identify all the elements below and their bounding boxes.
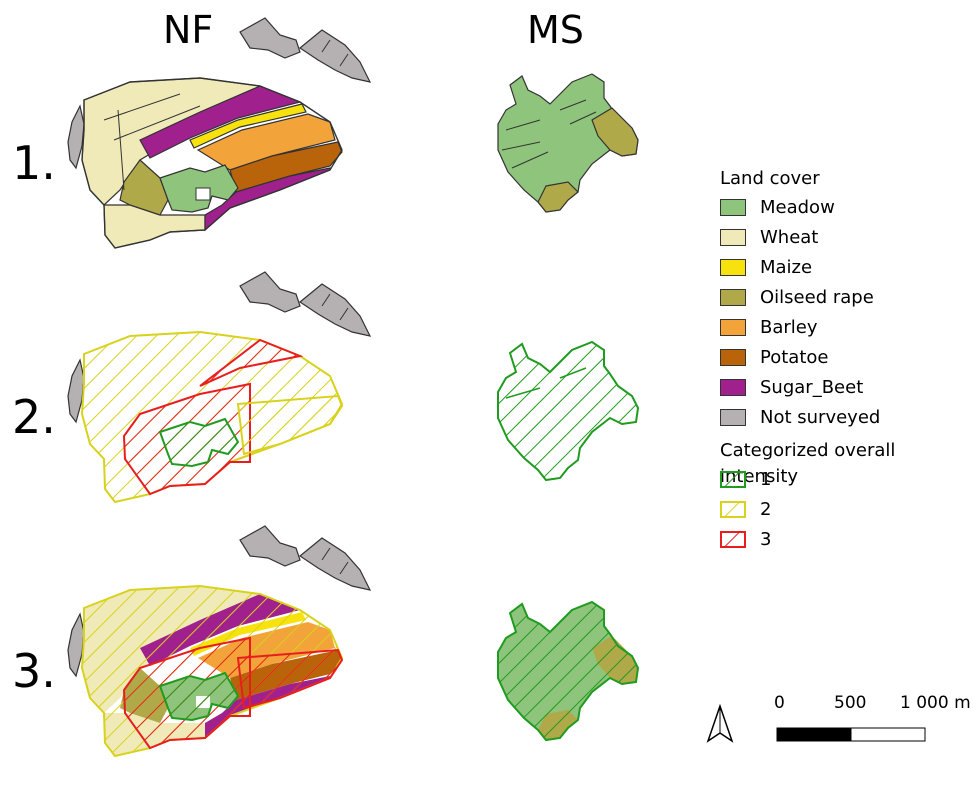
- nf-map-row-1: [67, 17, 371, 249]
- ms-map-row-2: [497, 341, 639, 481]
- legend-swatch: [720, 198, 746, 216]
- legend-label: Not surveyed: [760, 406, 881, 428]
- legend-hatch-swatch: [720, 500, 746, 518]
- legend-item-wheat: Wheat: [720, 222, 976, 252]
- ms-map-row-1: [497, 73, 639, 213]
- legend-swatch: [720, 288, 746, 306]
- legend-swatch: [720, 228, 746, 246]
- map-legend: Land cover Meadow Wheat Maize Oilseed ra…: [720, 166, 976, 554]
- legend-item-meadow: Meadow: [720, 192, 976, 222]
- legend-item-potatoe: Potatoe: [720, 342, 976, 372]
- legend-swatch: [720, 378, 746, 396]
- north-arrow-icon: [706, 703, 734, 743]
- legend-swatch: [720, 408, 746, 426]
- legend-label: Wheat: [760, 226, 819, 248]
- legend-hatch-swatch: [720, 470, 746, 488]
- scale-label-0: 0: [774, 693, 785, 713]
- legend-item-intensity-1: 1: [720, 464, 976, 494]
- legend-title-land-cover: Land cover: [720, 168, 820, 189]
- row-label-1: 1.: [12, 136, 56, 190]
- legend-item-intensity-2: 2: [720, 494, 976, 524]
- legend-label: Barley: [760, 316, 818, 338]
- legend-item-not-surveyed: Not surveyed: [720, 402, 976, 432]
- ms-map-row-3: [497, 601, 639, 741]
- legend-label: Meadow: [760, 196, 835, 218]
- column-title-ms: MS: [527, 8, 584, 52]
- legend-item-sugar-beet: Sugar_Beet: [720, 372, 976, 402]
- legend-item-barley: Barley: [720, 312, 976, 342]
- nf-map-row-3: [67, 525, 371, 758]
- row-label-3: 3.: [12, 644, 56, 698]
- legend-hatch-swatch: [720, 530, 746, 548]
- legend-label: 2: [760, 498, 772, 520]
- legend-label: Sugar_Beet: [760, 376, 864, 398]
- legend-label: Potatoe: [760, 346, 829, 368]
- scale-label-500: 500: [834, 693, 867, 713]
- column-title-nf: NF: [163, 8, 214, 52]
- legend-item-oilseed-rape: Oilseed rape: [720, 282, 976, 312]
- legend-label: Maize: [760, 256, 813, 278]
- legend-label: Oilseed rape: [760, 286, 874, 308]
- legend-label: 3: [760, 528, 772, 550]
- legend-title-intensity: Categorized overall intensity: [720, 440, 896, 487]
- legend-swatch: [720, 348, 746, 366]
- legend-swatch: [720, 258, 746, 276]
- legend-swatch: [720, 318, 746, 336]
- legend-item-intensity-3: 3: [720, 524, 976, 554]
- nf-map-row-2: [67, 271, 371, 504]
- scale-bar: 0 500 1 000 m: [704, 693, 976, 753]
- row-label-2: 2.: [12, 390, 56, 444]
- legend-label: 1: [760, 468, 772, 490]
- legend-item-maize: Maize: [720, 252, 976, 282]
- scale-bar-graphic: [776, 727, 926, 742]
- scale-label-1000: 1 000 m: [900, 693, 971, 713]
